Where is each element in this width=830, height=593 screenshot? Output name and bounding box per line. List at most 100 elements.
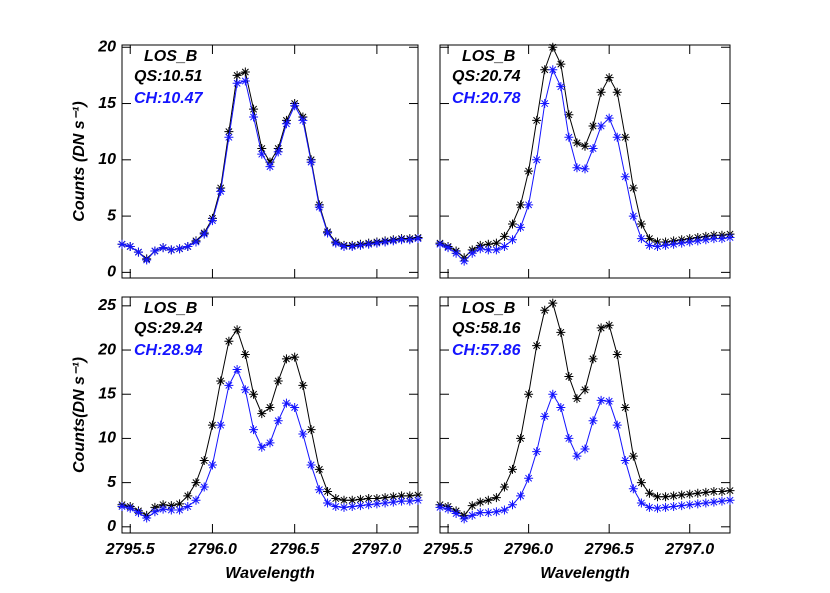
asterisk-marker (142, 255, 152, 265)
asterisk-marker (355, 501, 365, 511)
x-tick-label: 2795.5 (423, 541, 474, 558)
asterisk-marker (467, 248, 477, 258)
asterisk-marker (620, 402, 630, 412)
asterisk-marker (158, 243, 168, 253)
asterisk-marker (339, 502, 349, 512)
asterisk-marker (564, 132, 574, 142)
asterisk-marker (207, 216, 217, 226)
legend-entry: CH:10.47 (134, 90, 204, 107)
plot-frame (121, 44, 419, 279)
asterisk-marker (199, 229, 209, 239)
asterisk-marker (524, 473, 534, 483)
asterisk-marker (604, 396, 614, 406)
x-tick-label: 2797.0 (664, 541, 714, 558)
annotation: LOS_B (144, 300, 197, 317)
asterisk-marker (556, 82, 566, 92)
asterisk-marker (491, 507, 501, 517)
asterisk-marker (249, 104, 259, 114)
asterisk-marker (298, 429, 308, 439)
asterisk-marker (199, 482, 209, 492)
asterisk-marker (491, 238, 501, 248)
asterisk-marker (572, 394, 582, 404)
asterisk-marker (207, 460, 217, 470)
asterisk-marker (232, 78, 242, 88)
asterisk-marker (653, 237, 662, 247)
asterisk-marker (273, 376, 283, 386)
asterisk-marker (459, 256, 469, 266)
series-line (439, 393, 731, 520)
asterisk-marker (199, 456, 209, 466)
asterisk-marker (508, 235, 517, 245)
asterisk-marker (661, 492, 671, 502)
plot-frame (439, 296, 731, 534)
legend-entry: QS:20.74 (452, 68, 521, 85)
asterisk-marker (564, 433, 574, 443)
asterisk-marker (669, 491, 679, 501)
asterisk-marker (413, 234, 423, 244)
asterisk-marker (331, 501, 341, 511)
asterisk-marker (240, 76, 250, 86)
x-tick-label: 2796.5 (269, 541, 320, 558)
asterisk-marker (709, 486, 719, 496)
asterisk-marker (677, 238, 687, 248)
asterisk-marker (323, 498, 333, 508)
asterisk-marker (323, 486, 333, 496)
asterisk-marker (516, 200, 526, 210)
asterisk-marker (588, 121, 598, 131)
asterisk-marker (556, 327, 566, 337)
legend-entry: CH:57.86 (452, 342, 521, 359)
asterisk-marker (240, 67, 250, 77)
asterisk-marker (491, 245, 501, 255)
asterisk-marker (693, 488, 703, 498)
asterisk-marker (588, 144, 598, 154)
asterisk-marker (596, 323, 606, 333)
x-tick-label: 2796.0 (187, 541, 237, 558)
asterisk-marker (232, 364, 242, 374)
asterisk-marker (232, 325, 242, 335)
asterisk-marker (290, 402, 300, 412)
y-tick-label: 25 (97, 297, 117, 314)
asterisk-marker (685, 237, 695, 247)
asterisk-marker (644, 488, 654, 498)
asterisk-marker (564, 372, 574, 382)
asterisk-marker (372, 499, 382, 509)
x-axis-label: Wavelength (225, 565, 315, 582)
asterisk-marker (133, 247, 143, 257)
asterisk-marker (216, 376, 226, 386)
asterisk-marker (117, 501, 127, 511)
asterisk-marker (216, 420, 226, 430)
legend-entry: CH:28.94 (134, 342, 203, 359)
y-tick-label: 0 (107, 264, 116, 281)
asterisk-marker (508, 500, 517, 510)
legend-entry: QS:29.24 (134, 320, 203, 337)
y-tick-label: 15 (98, 385, 117, 402)
asterisk-marker (281, 354, 291, 364)
asterisk-marker (572, 163, 582, 173)
asterisk-marker (281, 398, 291, 408)
legend-entry: QS:10.51 (134, 68, 203, 85)
asterisk-marker (604, 113, 614, 123)
asterisk-marker (331, 238, 341, 248)
asterisk-marker (677, 490, 687, 500)
asterisk-marker (532, 115, 542, 125)
asterisk-marker (125, 503, 135, 513)
asterisk-marker (620, 456, 630, 466)
asterisk-marker (693, 499, 703, 509)
asterisk-marker (298, 115, 308, 125)
asterisk-marker (467, 510, 477, 520)
y-axis-label: Counts(DN s⁻¹) (71, 357, 88, 473)
annotation: LOS_B (144, 48, 197, 65)
legend-entry: CH:20.78 (452, 90, 521, 107)
asterisk-marker (524, 166, 534, 176)
asterisk-marker (475, 508, 485, 518)
asterisk-marker (580, 444, 590, 454)
asterisk-marker (564, 110, 574, 120)
asterisk-marker (323, 228, 333, 238)
asterisk-marker (612, 420, 622, 430)
asterisk-marker (191, 237, 201, 247)
asterisk-marker (524, 200, 534, 210)
asterisk-marker (596, 121, 606, 131)
x-tick-label: 2797.0 (351, 541, 401, 558)
asterisk-marker (273, 416, 283, 426)
x-tick-label: 2795.5 (105, 541, 156, 558)
